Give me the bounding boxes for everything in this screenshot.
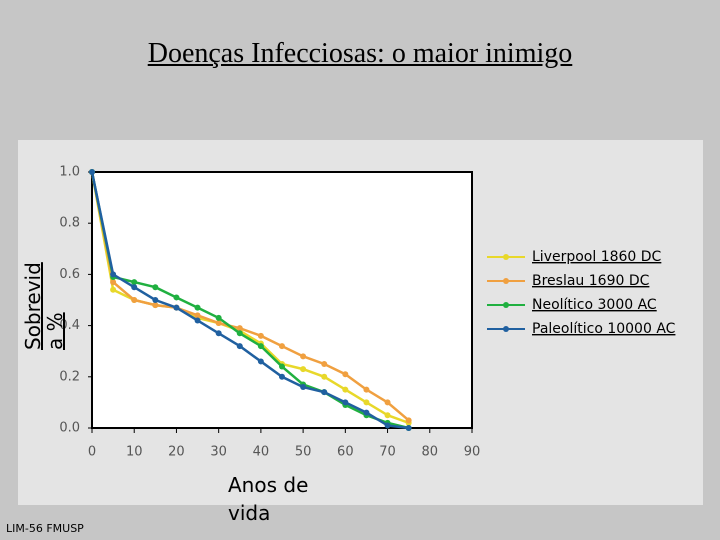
legend-marker: [503, 254, 509, 260]
data-point: [405, 417, 412, 424]
data-point: [173, 304, 180, 311]
plot-area: [91, 171, 473, 429]
data-point: [152, 297, 159, 303]
data-point: [131, 284, 138, 291]
x-axis-label: Anos de vida: [228, 473, 309, 525]
data-point: [110, 286, 117, 293]
data-point: [194, 312, 201, 319]
y-tick-label: 0.2: [59, 369, 80, 384]
data-point: [194, 304, 201, 311]
x-tick-label: 10: [126, 445, 143, 460]
legend-marker: [503, 302, 509, 308]
data-point: [257, 332, 264, 339]
data-point: [405, 425, 412, 431]
data-point: [152, 302, 159, 309]
data-point: [236, 330, 243, 337]
data-point: [342, 371, 349, 378]
data-point: [110, 279, 117, 286]
legend-label: Breslau 1690 DC: [532, 273, 650, 289]
y-tick-label: 0.8: [59, 216, 80, 231]
x-tick-label: 40: [253, 445, 270, 460]
data-point: [300, 384, 307, 391]
footer: LIM-56 FMUSP: [6, 522, 84, 535]
data-point: [110, 271, 117, 278]
data-point: [384, 422, 391, 429]
data-point: [384, 399, 391, 406]
data-point: [321, 361, 328, 367]
x-tick-label: 90: [464, 445, 481, 460]
data-point: [257, 343, 264, 350]
data-point: [342, 386, 349, 393]
x-tick-label: 60: [337, 445, 354, 460]
data-point: [363, 399, 370, 406]
x-tick-label: 80: [422, 445, 439, 460]
x-tick-label: 20: [168, 445, 185, 460]
legend-marker: [503, 278, 509, 284]
data-point: [300, 353, 307, 360]
data-point: [321, 373, 328, 380]
legend-label: Liverpool 1860 DC: [532, 249, 662, 265]
data-point: [363, 409, 370, 416]
legend-label: Paleolítico 10000 AC: [532, 321, 676, 337]
x-tick-label: 70: [379, 445, 396, 460]
x-tick-label: 0: [88, 445, 96, 460]
y-tick-label: 0.4: [59, 318, 80, 333]
x-tick-label: 30: [210, 445, 227, 460]
data-point: [342, 399, 349, 406]
y-tick-label: 1.0: [59, 165, 80, 180]
data-point: [152, 284, 159, 291]
data-point: [279, 363, 285, 370]
data-point: [215, 320, 222, 327]
data-point: [236, 325, 243, 332]
series-line: [90, 171, 409, 430]
data-point: [215, 314, 222, 321]
slide-title: Doenças Infecciosas: o maior inimigo: [147, 38, 573, 69]
y-tick-label: 0.0: [59, 421, 80, 436]
data-point: [363, 386, 370, 393]
data-point: [89, 169, 95, 175]
data-point: [131, 297, 138, 303]
data-point: [173, 294, 180, 301]
data-point: [321, 389, 328, 396]
data-point: [194, 317, 201, 324]
data-point: [279, 343, 285, 350]
data-point: [300, 366, 307, 373]
data-point: [257, 358, 264, 365]
x-tick-label: 50: [295, 445, 312, 460]
legend-label: Neolítico 3000 AC: [532, 297, 657, 313]
data-point: [384, 412, 391, 419]
series-line: [90, 171, 409, 430]
series-line: [90, 171, 410, 422]
data-point: [279, 373, 285, 380]
data-point: [131, 279, 138, 286]
legend-marker: [503, 326, 509, 332]
y-axis-label: Sobrevida %: [21, 262, 67, 350]
data-point: [215, 330, 222, 337]
data-point: [236, 343, 243, 350]
y-tick-label: 0.6: [59, 267, 80, 282]
